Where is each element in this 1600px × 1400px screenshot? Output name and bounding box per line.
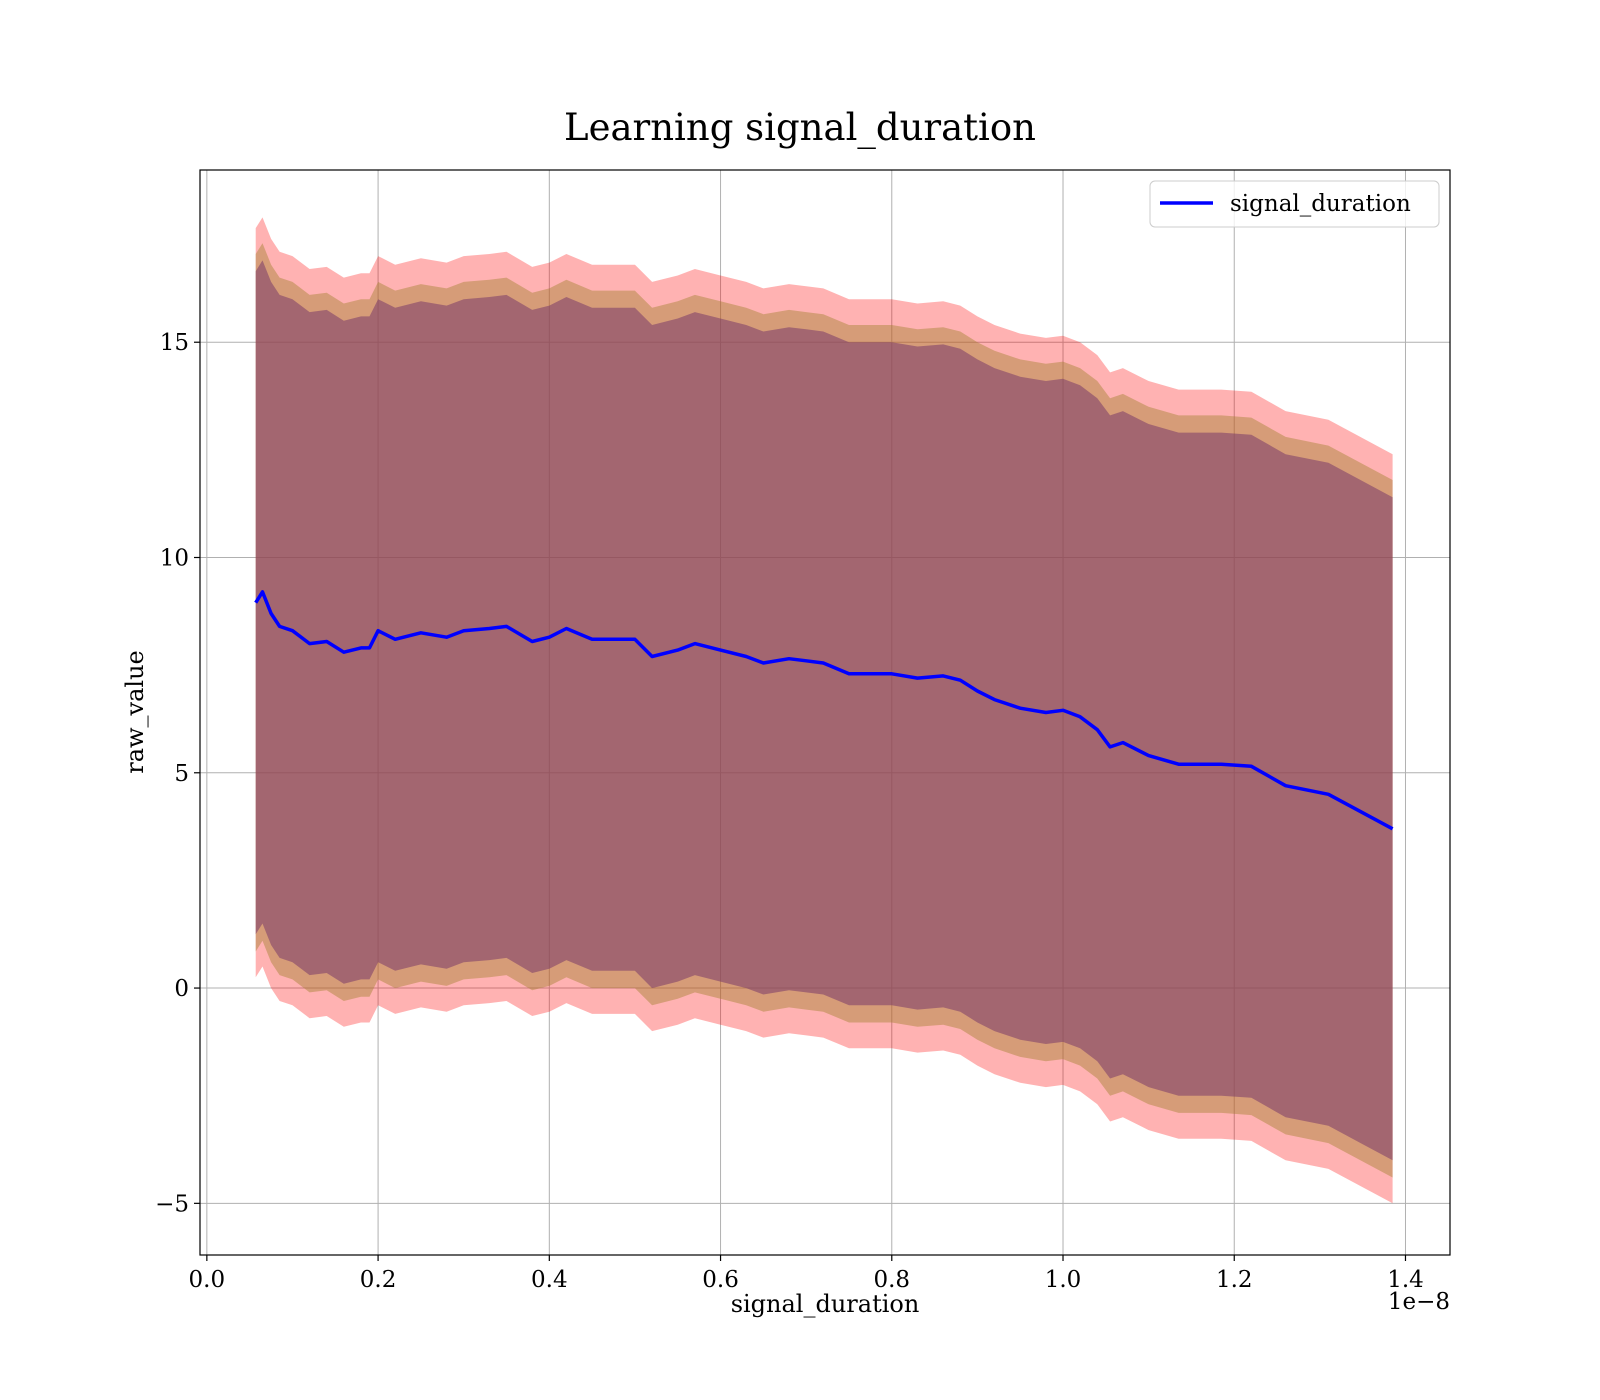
series-line	[254, 590, 1394, 831]
y-tick-label: 15	[160, 330, 189, 356]
confidence-band	[255, 260, 1393, 1161]
y-tick-label: −5	[155, 1191, 189, 1217]
x-tick-label: 0.0	[189, 1267, 226, 1293]
series-lines	[254, 590, 1394, 831]
legend: signal_duration	[1149, 180, 1440, 228]
x-tick-label: 1.0	[1045, 1267, 1082, 1293]
x-tick-label: 0.6	[702, 1267, 739, 1293]
confidence-bands	[255, 217, 1393, 1204]
x-tick-label: 1.2	[1216, 1267, 1253, 1293]
y-tick-label: 5	[174, 761, 189, 787]
legend-entry-label: signal_duration	[1230, 191, 1411, 217]
legend-box	[1149, 180, 1440, 228]
x-axis-label: signal_duration	[731, 1290, 920, 1318]
y-axis-ticks: −5 0 5 10 15	[155, 330, 200, 1217]
plot-frame	[199, 169, 1451, 1256]
y-axis-label: raw_value	[121, 650, 149, 774]
x-axis-offset-label: 1e−8	[1388, 1289, 1450, 1315]
chart-title: Learning signal_duration	[564, 106, 1036, 150]
y-tick-label: 0	[174, 976, 189, 1002]
x-tick-label: 0.2	[360, 1267, 397, 1293]
x-tick-label: 0.4	[531, 1267, 568, 1293]
x-axis-ticks: 0.0 0.2 0.4 0.6 0.8 1.0 1.2 1.4	[189, 1255, 1424, 1293]
x-tick-label: 1.4	[1387, 1267, 1424, 1293]
x-tick-label: 0.8	[873, 1267, 910, 1293]
y-tick-label: 10	[160, 546, 189, 572]
